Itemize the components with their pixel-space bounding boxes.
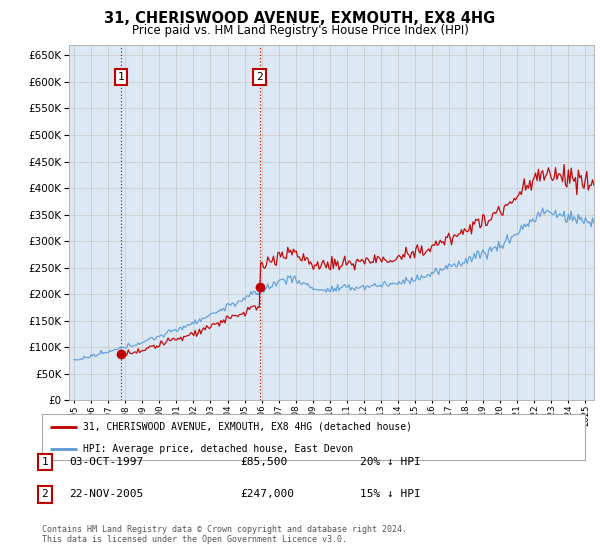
Text: £247,000: £247,000: [240, 489, 294, 500]
Text: 15% ↓ HPI: 15% ↓ HPI: [360, 489, 421, 500]
Text: Contains HM Land Registry data © Crown copyright and database right 2024.: Contains HM Land Registry data © Crown c…: [42, 525, 407, 534]
Text: £85,500: £85,500: [240, 457, 287, 467]
Text: 2: 2: [257, 72, 263, 82]
Text: 31, CHERISWOOD AVENUE, EXMOUTH, EX8 4HG: 31, CHERISWOOD AVENUE, EXMOUTH, EX8 4HG: [104, 11, 496, 26]
Text: 1: 1: [41, 457, 49, 467]
Text: HPI: Average price, detached house, East Devon: HPI: Average price, detached house, East…: [83, 444, 353, 454]
Text: 22-NOV-2005: 22-NOV-2005: [69, 489, 143, 500]
Text: 1: 1: [118, 72, 124, 82]
Text: 2: 2: [41, 489, 49, 500]
Text: Price paid vs. HM Land Registry's House Price Index (HPI): Price paid vs. HM Land Registry's House …: [131, 24, 469, 36]
Text: 03-OCT-1997: 03-OCT-1997: [69, 457, 143, 467]
Text: 20% ↓ HPI: 20% ↓ HPI: [360, 457, 421, 467]
Text: 31, CHERISWOOD AVENUE, EXMOUTH, EX8 4HG (detached house): 31, CHERISWOOD AVENUE, EXMOUTH, EX8 4HG …: [83, 422, 412, 432]
Text: This data is licensed under the Open Government Licence v3.0.: This data is licensed under the Open Gov…: [42, 535, 347, 544]
